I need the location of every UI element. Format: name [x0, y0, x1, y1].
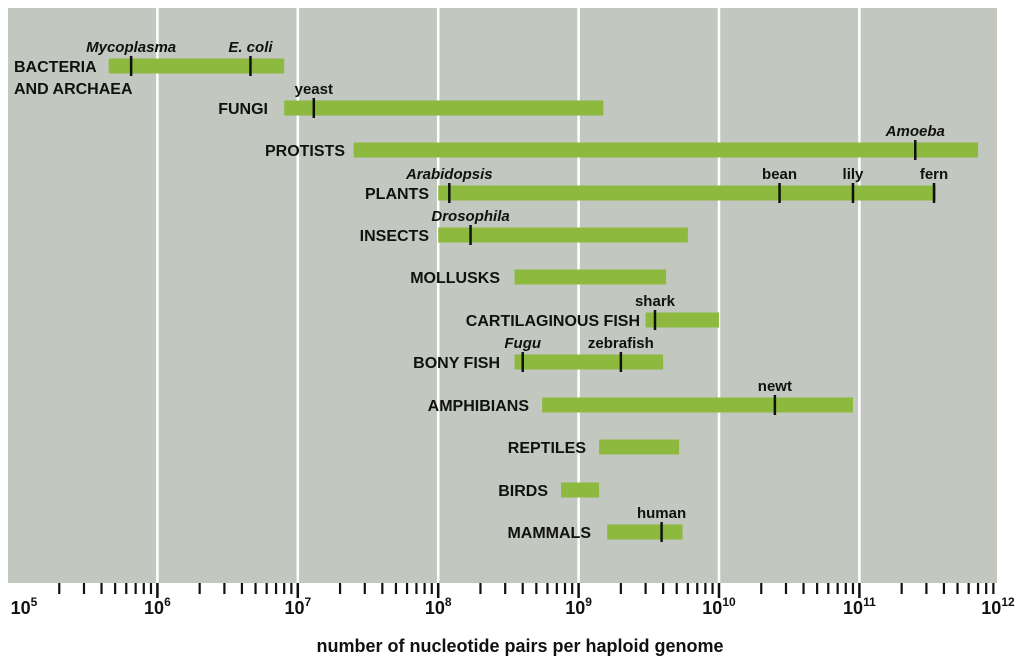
- category-label: MOLLUSKS: [410, 270, 500, 287]
- range-bar: [607, 524, 683, 540]
- range-bar: [645, 312, 719, 328]
- x-tick-label: 108: [425, 595, 452, 618]
- x-axis-title: number of nucleotide pairs per haploid g…: [316, 636, 723, 656]
- range-bar: [599, 439, 680, 455]
- species-label: shark: [635, 293, 676, 310]
- species-label: zebrafish: [588, 335, 654, 352]
- species-label: yeast: [295, 81, 333, 98]
- range-bar: [514, 269, 667, 285]
- species-label: Drosophila: [431, 208, 509, 225]
- x-axis-ticks: [58, 583, 995, 598]
- species-label: Fugu: [504, 335, 541, 352]
- species-label: Mycoplasma: [86, 39, 176, 56]
- category-label: AMPHIBIANS: [428, 398, 530, 415]
- range-bar: [561, 482, 600, 498]
- x-tick-label: 1010: [702, 595, 736, 618]
- range-bar: [353, 142, 979, 158]
- range-bars: [108, 56, 979, 542]
- category-label: PLANTS: [365, 186, 429, 203]
- species-label: Amoeba: [885, 123, 945, 140]
- x-tick-label: 107: [284, 595, 311, 618]
- category-label: FUNGI: [218, 101, 268, 118]
- category-label: REPTILES: [508, 440, 587, 457]
- range-bar: [108, 58, 285, 74]
- category-label: BONY FISH: [413, 355, 500, 372]
- range-bar: [542, 397, 853, 413]
- category-label: INSECTS: [360, 228, 430, 245]
- group-labels: BACTERIA AND ARCHAEA Mycoplasma E. coli FUNG…: [14, 39, 948, 542]
- category-label: PROTISTS: [265, 143, 345, 160]
- species-label: fern: [920, 166, 948, 183]
- category-label: CARTILAGINOUS FISH: [466, 313, 640, 330]
- species-label: Arabidopsis: [405, 166, 493, 183]
- category-label: MAMMALS: [507, 525, 591, 542]
- x-tick-label: 1011: [843, 595, 876, 618]
- x-tick-label: 1012: [981, 595, 1015, 618]
- category-label: BIRDS: [498, 483, 548, 500]
- species-label: E. coli: [228, 39, 273, 56]
- range-bar: [438, 185, 936, 201]
- x-tick-label: 105: [11, 595, 38, 618]
- range-bar: [514, 354, 664, 370]
- species-label: lily: [843, 166, 865, 183]
- category-label: BACTERIA AND ARCHAEA: [14, 59, 133, 98]
- species-label: newt: [758, 378, 792, 395]
- species-label: bean: [762, 166, 797, 183]
- species-label: human: [637, 505, 686, 522]
- x-tick-label: 109: [565, 595, 592, 618]
- range-bar: [438, 227, 688, 243]
- x-axis-tick-labels: 105 106 107 108 109 1010 1011 1012: [11, 595, 1015, 618]
- range-bar: [284, 100, 604, 116]
- x-tick-label: 106: [144, 595, 171, 618]
